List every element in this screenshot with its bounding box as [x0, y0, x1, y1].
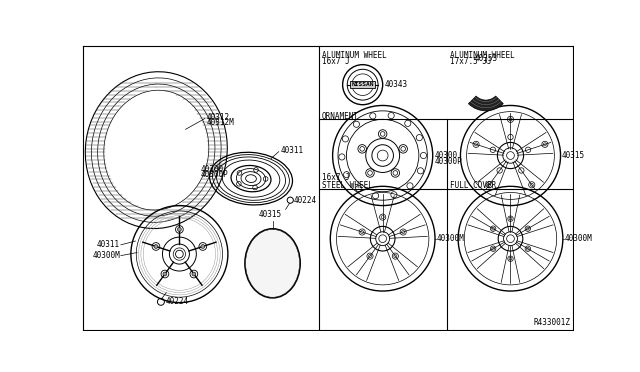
Text: FULL COVER: FULL COVER	[450, 181, 496, 190]
Circle shape	[177, 228, 181, 231]
Text: STEEL WHEEL: STEEL WHEEL	[322, 181, 372, 190]
Ellipse shape	[245, 229, 300, 298]
Text: 40300M: 40300M	[564, 234, 592, 243]
Text: ALUMINUM WHEEL: ALUMINUM WHEEL	[322, 51, 387, 60]
Text: 40311: 40311	[280, 145, 303, 155]
Circle shape	[201, 244, 205, 248]
Circle shape	[154, 244, 158, 248]
Circle shape	[163, 272, 167, 276]
Text: ORNAMENT: ORNAMENT	[322, 112, 359, 121]
Wedge shape	[468, 96, 503, 111]
Text: 17x7.5 JJ: 17x7.5 JJ	[450, 57, 492, 66]
Text: 40312: 40312	[207, 112, 230, 122]
Text: 40343: 40343	[384, 80, 407, 89]
Text: 40300P: 40300P	[201, 170, 228, 179]
Text: 16x7 J: 16x7 J	[322, 173, 349, 182]
Text: 40300: 40300	[435, 151, 458, 160]
Text: 16x7 J: 16x7 J	[322, 57, 349, 66]
Text: 40300M: 40300M	[92, 251, 120, 260]
Circle shape	[192, 272, 196, 276]
Text: 40300: 40300	[201, 165, 224, 174]
Text: 40300P: 40300P	[435, 157, 462, 166]
Text: NISSAN: NISSAN	[351, 82, 374, 87]
Text: 40224: 40224	[166, 297, 189, 306]
Text: 40312M: 40312M	[207, 118, 235, 127]
Text: 40224: 40224	[294, 196, 317, 205]
Text: ALUMINUM WHEEL: ALUMINUM WHEEL	[450, 51, 515, 60]
Text: 40300M: 40300M	[436, 234, 465, 243]
Text: 40315: 40315	[259, 211, 282, 219]
Text: 40311: 40311	[97, 240, 120, 249]
Text: 40353: 40353	[474, 54, 497, 63]
Text: 40315: 40315	[562, 151, 585, 160]
Text: R433001Z: R433001Z	[534, 318, 570, 327]
